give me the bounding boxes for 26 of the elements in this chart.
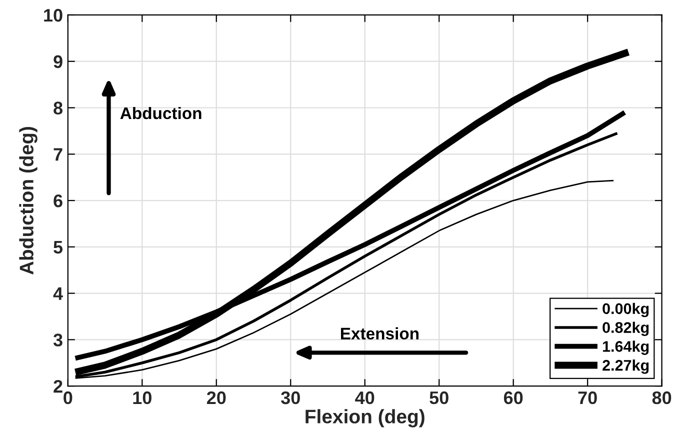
x-tick-label: 0 <box>64 391 72 404</box>
x-tick-label: 50 <box>430 391 448 404</box>
legend-label: 0.00kg <box>602 302 649 318</box>
x-axis-title: Flexion (deg) <box>306 409 424 428</box>
legend-label: 0.82kg <box>602 322 649 336</box>
annotation: Abduction <box>120 106 202 120</box>
y-tick-label: 9 <box>54 55 62 68</box>
y-tick-label: 3 <box>53 334 62 346</box>
x-tick-label: 70 <box>578 391 597 404</box>
y-tick-label: 10 <box>44 8 62 22</box>
legend-label: 2.27kg <box>602 360 649 374</box>
x-tick-label: 20 <box>206 391 226 404</box>
x-tick-label: 60 <box>504 391 523 404</box>
x-tick-label: 40 <box>355 391 374 404</box>
x-tick-label: 10 <box>133 391 152 404</box>
legend-label: 1.64kg <box>602 340 649 355</box>
y-tick-label: 2 <box>54 380 62 393</box>
x-tick-label: 30 <box>281 391 300 404</box>
x-tick-label: 80 <box>652 391 672 404</box>
y-tick-label: 7 <box>54 148 62 161</box>
y-tick-label: 6 <box>54 194 62 208</box>
y-axis-title: Abduction (deg) <box>19 126 38 275</box>
y-tick-label: 4 <box>53 287 63 300</box>
y-tick-label: 8 <box>54 102 62 114</box>
y-tick-label: 5 <box>54 241 63 254</box>
annotation: Extension <box>341 327 419 340</box>
